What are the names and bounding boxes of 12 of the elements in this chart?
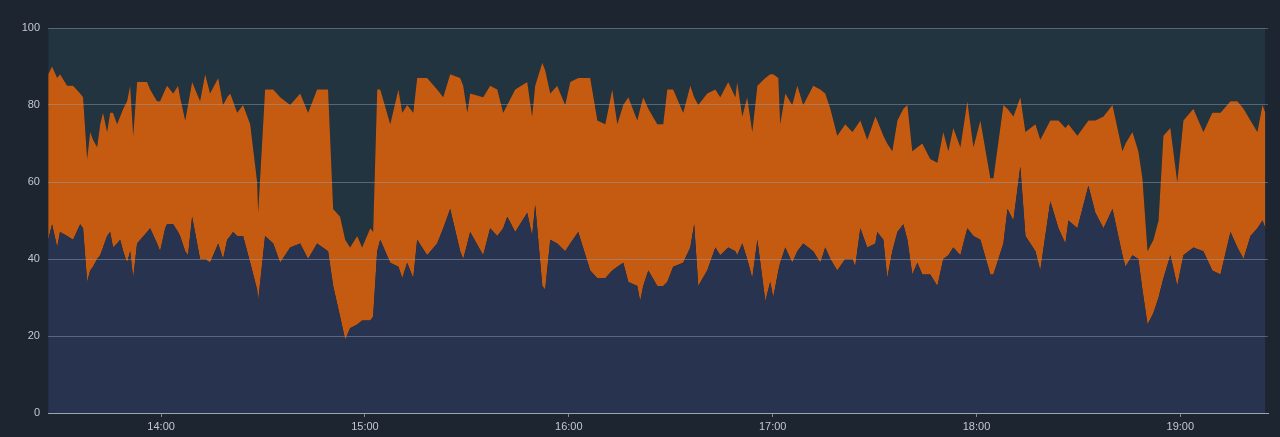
x-tick-label: 18:00 <box>962 419 991 432</box>
y-tick-label: 20 <box>27 329 40 342</box>
y-tick-label: 100 <box>21 21 40 34</box>
x-tick-label: 14:00 <box>147 419 175 432</box>
x-tick-label: 16:00 <box>555 419 583 432</box>
x-tick-label: 15:00 <box>351 419 379 432</box>
y-tick-label: 40 <box>27 252 40 265</box>
y-tick-label: 60 <box>27 175 40 188</box>
y-tick-label: 80 <box>27 98 40 111</box>
y-tick-label: 0 <box>33 406 40 419</box>
x-tick-label: 17:00 <box>758 419 787 432</box>
x-tick-label: 19:00 <box>1166 419 1195 432</box>
